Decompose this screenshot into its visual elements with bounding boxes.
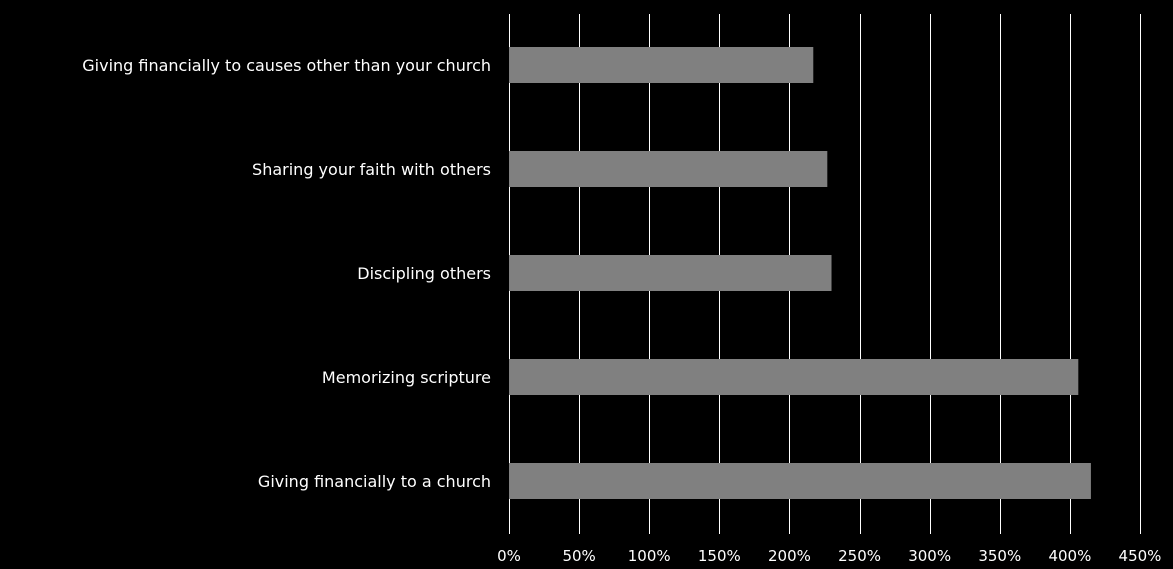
x-tick-label: 450% [1119, 547, 1162, 565]
x-tick-label: 250% [838, 547, 881, 565]
category-label: Giving financially to causes other than … [82, 56, 491, 75]
x-tick-label: 300% [908, 547, 951, 565]
x-tick-label: 200% [768, 547, 811, 565]
x-tick-label: 0% [497, 547, 521, 565]
category-label: Sharing your faith with others [252, 160, 491, 179]
bar [509, 255, 832, 291]
x-tick-label: 400% [1048, 547, 1091, 565]
category-label: Memorizing scripture [322, 368, 491, 387]
bar [509, 151, 828, 187]
category-label: Discipling others [357, 264, 491, 283]
x-tick-label: 350% [978, 547, 1021, 565]
x-tick-label: 150% [698, 547, 741, 565]
bar [509, 359, 1079, 395]
x-axis-tick-labels: 0% 50% 100% 150% 200% 250% 300% 350% 400% 450% [497, 547, 1161, 565]
x-tick-label: 100% [628, 547, 671, 565]
category-label: Giving financially to a church [258, 472, 491, 491]
bars [509, 47, 1091, 499]
bar [509, 47, 814, 83]
x-tick-label: 50% [562, 547, 595, 565]
category-labels: Giving financially to causes other than … [82, 56, 491, 491]
bar [509, 463, 1091, 499]
